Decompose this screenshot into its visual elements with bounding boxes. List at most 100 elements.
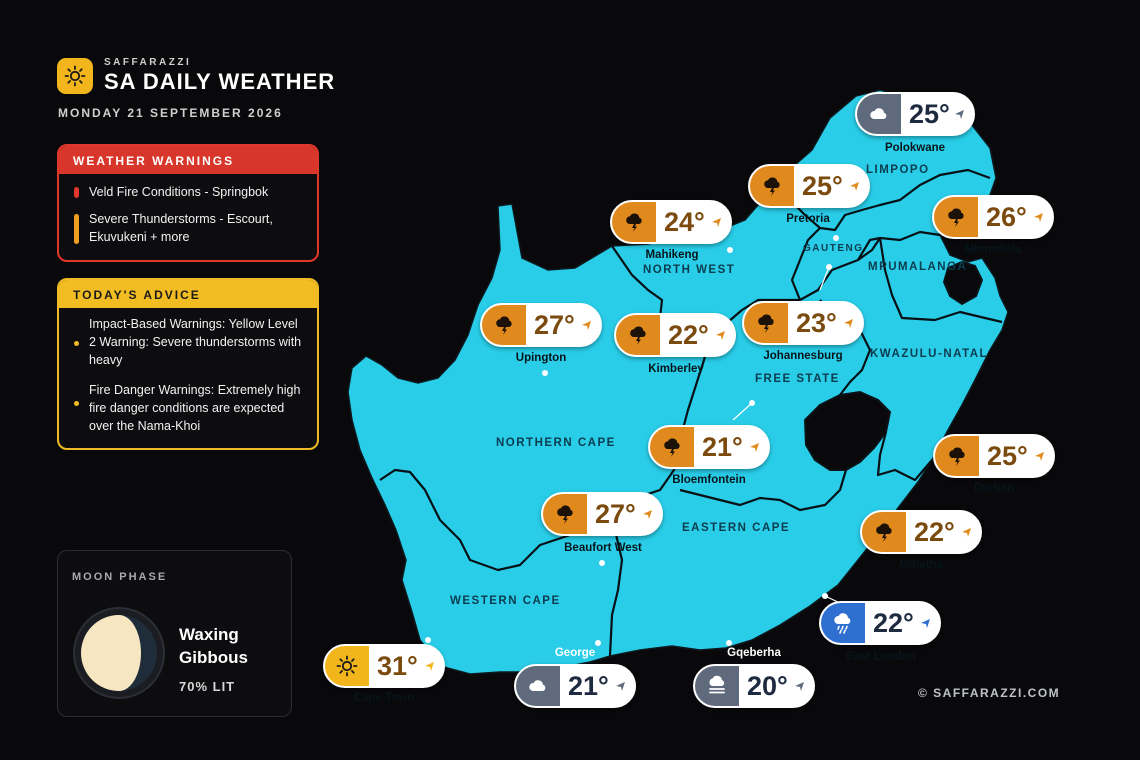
thunderstorm-icon [934,197,978,237]
weather-pill-upington: 27° [480,303,602,347]
wind-direction-icon [921,619,930,628]
temperature: 22° [668,319,709,350]
temperature: 27° [595,498,636,529]
cloud-icon [857,94,901,134]
city-name: Kimberley [648,363,704,375]
eswatini-shape [942,260,984,306]
city-name: Pretoria [786,213,830,225]
city-name: Mthatha [898,559,944,571]
wind-direction-icon [616,682,625,691]
thunderstorm-icon [750,166,794,206]
province-label: EASTERN CAPE [682,522,791,534]
province-label: KWAZULU-NATAL [870,348,989,360]
city-name: Bloemfontein [672,474,746,486]
todays-advice-panel: TODAY'S ADVICE Impact-Based Warnings: Ye… [57,278,319,450]
page-title: SA DAILY WEATHER [104,69,336,94]
moon-phase-panel: MOON PHASE Waxing Gibbous 70% LIT [57,550,292,717]
province-label: WESTERN CAPE [450,595,561,607]
wind-direction-icon [844,319,853,328]
temperature: 20° [747,670,788,701]
wind-direction-icon [643,510,652,519]
temperature: 24° [664,206,705,237]
thunderstorm-icon [935,436,979,476]
weather-pill-durban: 25° [933,434,1055,478]
rain-cloud-icon [821,603,865,643]
weather-pill-gqeberha: 20° [693,664,815,708]
province-label: LIMPOPO [866,164,930,176]
thunderstorm-icon [616,315,660,355]
fog-icon [695,666,739,706]
temperature: 22° [914,516,955,547]
wind-direction-icon [795,682,804,691]
weather-pill-pretoria: 25° [748,164,870,208]
moon-title: MOON PHASE [72,571,168,583]
advice-item: Impact-Based Warnings: Yellow Level 2 Wa… [59,315,317,369]
warning-color-bar [74,187,79,198]
province-label: NORTH WEST [643,264,736,276]
advice-text: Fire Danger Warnings: Extremely high fir… [89,383,301,433]
weather-pill-bloemfontein: 21° [648,425,770,469]
moon-lit-percentage: 70% LIT [179,679,236,694]
thunderstorm-icon [862,512,906,552]
weather-pill-mthatha: 22° [860,510,982,554]
city-name: George [554,647,596,659]
temperature: 23° [796,307,837,338]
weather-pill-mahikeng: 24° [610,200,732,244]
brand: SAFFARAZZI SA DAILY WEATHER [57,57,335,95]
warning-text: Veld Fire Conditions - Springbok [89,185,269,199]
province-label: NORTHERN CAPE [496,437,616,449]
city-name: Cape Town [353,692,415,704]
city-name: East London [846,651,916,663]
warning-item: Veld Fire Conditions - Springbok [59,183,317,201]
advice-title: TODAY'S ADVICE [59,280,317,308]
province-label: MPUMALANGA [868,261,968,273]
province-label: GAUTENG [803,243,864,254]
warning-item: Severe Thunderstorms - Escourt, Ekuvuken… [59,210,317,246]
brand-name: SAFFARAZZI [104,57,192,68]
wind-direction-icon [955,110,964,119]
temperature: 22° [873,607,914,638]
city-name: Mahikeng [645,249,699,261]
wind-direction-icon [850,182,859,191]
thunderstorm-icon [650,427,694,467]
weather-pill-johannesburg: 23° [742,301,864,345]
temperature: 31° [377,650,418,681]
cloud-icon [516,666,560,706]
weather-pill-kimberley: 22° [614,313,736,357]
warning-text: Severe Thunderstorms - Escourt, Ekuvuken… [89,212,273,244]
waxing-gibbous-moon-icon [73,607,165,699]
thunderstorm-icon [744,303,788,343]
weather-pill-mbombela: 26° [932,195,1054,239]
city-name: Gqeberha [727,647,781,659]
weather-warnings-panel: WEATHER WARNINGS Veld Fire Conditions - … [57,144,319,262]
wind-direction-icon [582,321,591,330]
temperature: 25° [909,98,950,129]
warnings-title: WEATHER WARNINGS [59,146,317,174]
city-name: Beaufort West [564,542,642,554]
copyright: © SAFFARAZZI.COM [918,686,1061,700]
wind-direction-icon [712,218,721,227]
advice-item: Fire Danger Warnings: Extremely high fir… [59,381,317,435]
moon-phase-name: Waxing Gibbous [179,625,248,667]
temperature: 26° [986,201,1027,232]
wind-direction-icon [716,331,725,340]
bullet-icon [74,401,79,406]
wind-direction-icon [962,528,971,537]
south-africa-shape [348,90,1008,674]
weather-pill-east-london: 22° [819,601,941,645]
city-name: Polokwane [884,142,946,154]
thunderstorm-icon [543,494,587,534]
bullet-icon [74,341,79,346]
advice-text: Impact-Based Warnings: Yellow Level 2 Wa… [89,317,302,367]
wind-direction-icon [1034,213,1043,222]
weather-pill-beaufort-west: 27° [541,492,663,536]
sun-icon [325,646,369,686]
temperature: 25° [802,170,843,201]
weather-pill-cape-town: 31° [323,644,445,688]
weather-pill-polokwane: 25° [855,92,975,136]
sun-icon [57,58,93,94]
lesotho-shape [803,390,892,471]
wind-direction-icon [1035,452,1044,461]
wind-direction-icon [425,662,434,671]
